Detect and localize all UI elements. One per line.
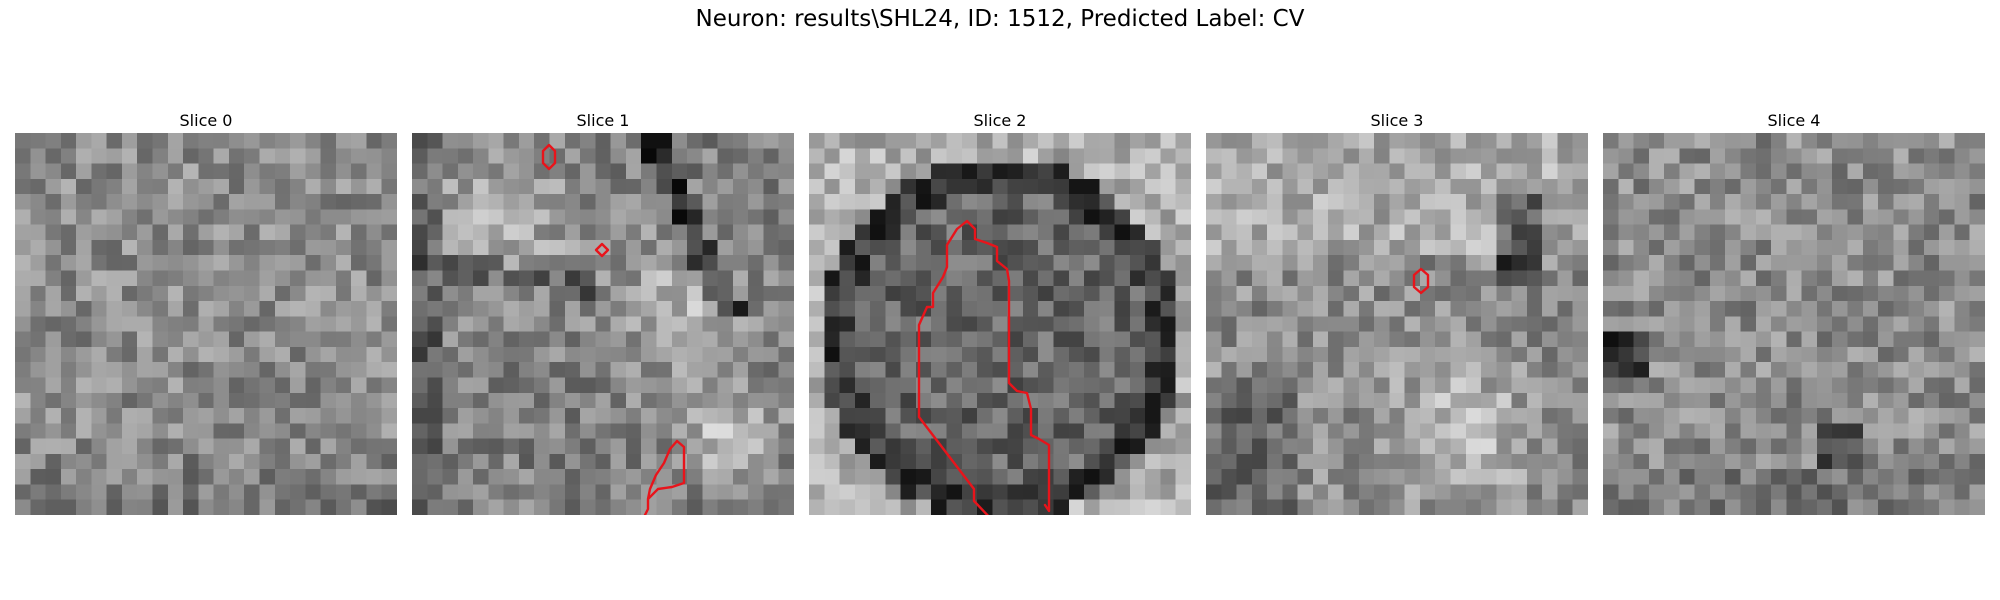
- slice-image-4: [1603, 133, 1985, 515]
- slice-title-3: Slice 3: [1370, 111, 1424, 130]
- slice-title-0: Slice 0: [179, 111, 233, 130]
- slice-image-1: [412, 133, 794, 515]
- slice-panel-2: Slice 2: [809, 109, 1191, 515]
- slice-panel-0: Slice 0: [15, 109, 397, 515]
- slice-image-3: [1206, 133, 1588, 515]
- figure-title: Neuron: results\SHL24, ID: 1512, Predict…: [695, 6, 1305, 32]
- slice-panel-3: Slice 3: [1206, 109, 1588, 515]
- slice-contours-3: [1412, 267, 1430, 295]
- contour-1b: [594, 242, 610, 258]
- contour-1c: [643, 439, 686, 515]
- slice-image-2: [809, 133, 1191, 515]
- slice-contours-2: [917, 219, 1051, 515]
- slice-image-0: [15, 133, 397, 515]
- contour-3a: [1412, 267, 1430, 295]
- contour-1a: [541, 143, 557, 171]
- contour-2a: [917, 219, 1051, 515]
- slice-title-4: Slice 4: [1767, 111, 1821, 130]
- slice-contours-0: [15, 133, 397, 515]
- slice-title-1: Slice 1: [576, 111, 630, 130]
- slice-panel-1: Slice 1: [412, 109, 794, 515]
- slice-contours-1: [541, 143, 686, 515]
- slice-contours-4: [1603, 133, 1985, 515]
- slice-title-2: Slice 2: [973, 111, 1027, 130]
- slice-panel-4: Slice 4: [1603, 109, 1985, 515]
